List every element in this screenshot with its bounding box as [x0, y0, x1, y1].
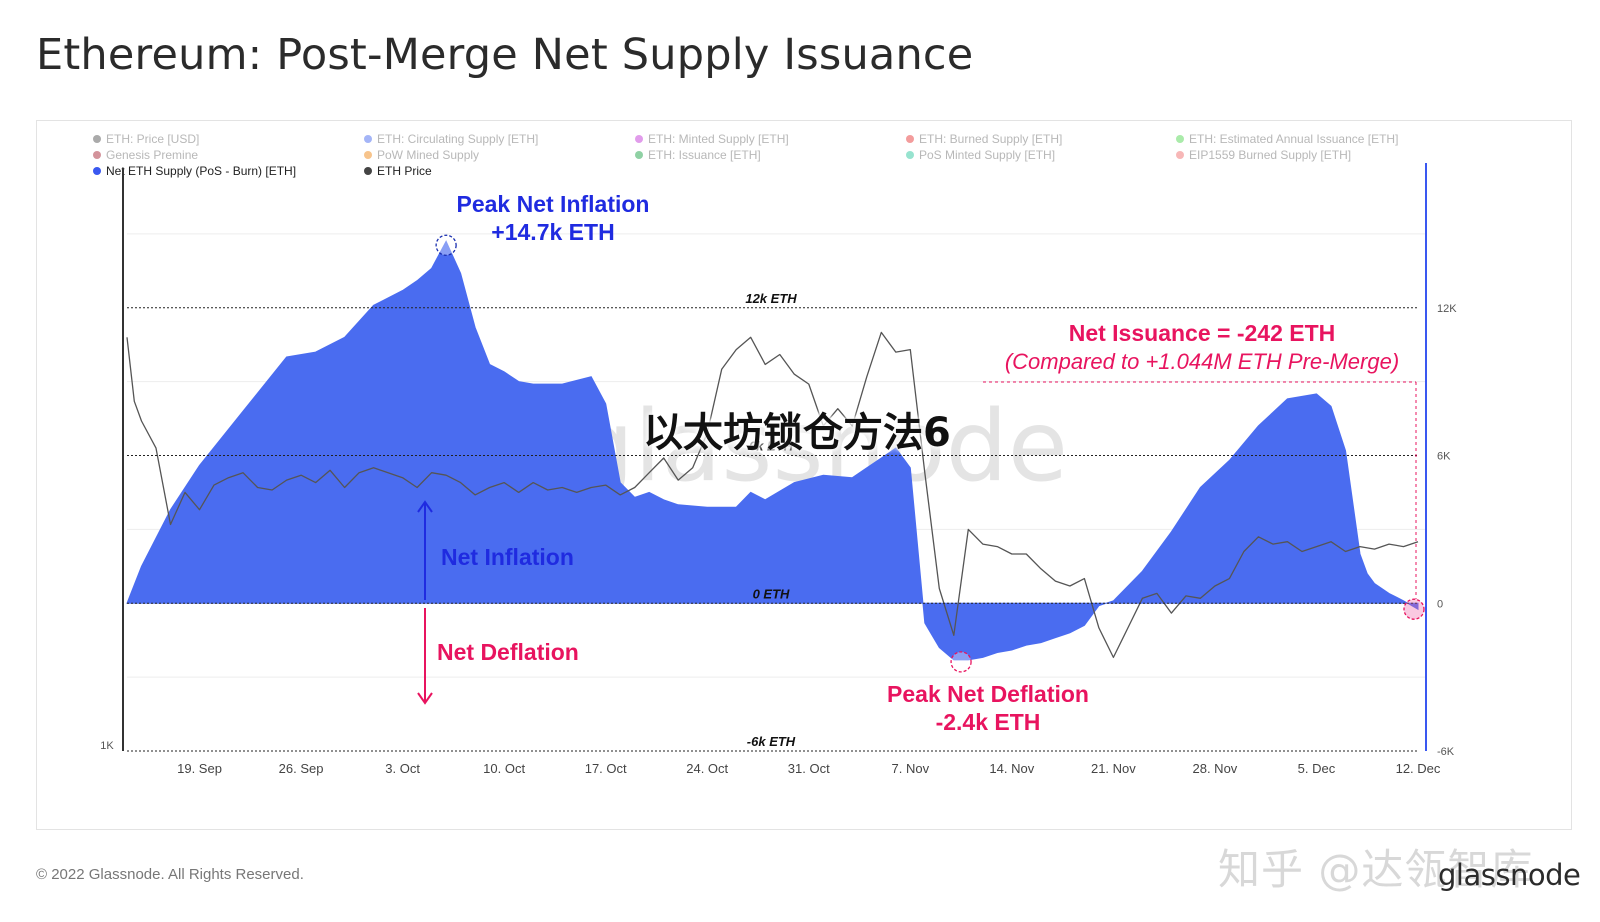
legend-item-label: EIP1559 Burned Supply [ETH]	[1189, 148, 1351, 162]
peak-inflation-title: Peak Net Inflation	[457, 191, 650, 217]
net-supply-area	[126, 240, 1419, 661]
reference-line-label: 12k ETH	[745, 291, 797, 306]
net-inflation-arrowhead	[417, 500, 433, 513]
footer-copyright: © 2022 Glassnode. All Rights Reserved.	[36, 866, 304, 883]
x-axis-tick-label: 31. Oct	[788, 761, 830, 776]
peak-deflation-value: -2.4k ETH	[936, 709, 1041, 735]
reference-line-label: 6k ETH	[749, 439, 794, 454]
legend-item-label: ETH: Estimated Annual Issuance [ETH]	[1189, 132, 1398, 146]
annotations: Peak Net Inflation+14.7k ETH Peak Net Def…	[417, 191, 1425, 735]
legend-marker	[364, 167, 372, 175]
legend-marker	[364, 151, 372, 159]
peak-inflation-marker	[435, 234, 457, 256]
series-layer: 12k ETH 6k ETH 0 ETH -6k ETH	[126, 240, 1419, 752]
legend-marker	[906, 151, 914, 159]
eth-price-line	[126, 331, 1419, 659]
net-issuance-marker	[1403, 598, 1425, 620]
chart-legend: ETH: Price [USD] ETH: Circulating Supply …	[93, 132, 1398, 178]
legend-item-label: Net ETH Supply (PoS - Burn) [ETH]	[106, 164, 296, 178]
pre-merge-comparison-label: (Compared to +1.044M ETH Pre-Merge)	[1005, 349, 1399, 374]
legend-item-label: PoS Minted Supply [ETH]	[919, 148, 1055, 162]
right-axis-tick-label: 6K	[1437, 451, 1451, 463]
legend-item-label: PoW Mined Supply	[377, 148, 479, 162]
page-title: Ethereum: Post-Merge Net Supply Issuance	[36, 30, 974, 80]
legend-item-label: ETH: Circulating Supply [ETH]	[377, 132, 538, 146]
x-axis-tick-label: 14. Nov	[989, 761, 1034, 776]
legend-item-label: ETH Price	[377, 164, 432, 178]
legend-item-label: ETH: Burned Supply [ETH]	[919, 132, 1062, 146]
reference-line-label: -6k ETH	[747, 734, 796, 749]
overlay-caption: 以太坊锁仓方法6	[643, 410, 951, 456]
legend-marker	[906, 135, 914, 143]
legend-marker	[1176, 135, 1184, 143]
legend-marker	[364, 135, 372, 143]
x-axis-tick-label: 12. Dec	[1396, 761, 1441, 776]
legend-item-label: ETH: Price [USD]	[106, 132, 199, 146]
net-deflation-arrowhead	[417, 692, 433, 705]
x-axis-tick-label: 10. Oct	[483, 761, 525, 776]
x-axis-tick-label: 26. Sep	[279, 761, 324, 776]
peak-deflation-title: Peak Net Deflation	[887, 681, 1089, 707]
axes: 1K 12K 6K 0 -6K 19. Sep 26. Sep 3. Oct 10. Oct 17…	[100, 163, 1457, 776]
legend-item-label: Genesis Premine	[106, 148, 198, 162]
x-axis-tick-label: 28. Nov	[1193, 761, 1238, 776]
legend-marker	[635, 151, 643, 159]
glassnode-logo: glassnode	[1438, 858, 1581, 892]
net-deflation-label: Net Deflation	[437, 639, 579, 665]
legend-marker	[1176, 151, 1184, 159]
legend-item-label: ETH: Minted Supply [ETH]	[648, 132, 789, 146]
net-issuance-label: Net Issuance = -242 ETH	[1069, 320, 1336, 346]
x-axis-tick-label: 7. Nov	[892, 761, 930, 776]
x-axis-tick-label: 21. Nov	[1091, 761, 1136, 776]
left-axis-tick-label: 1K	[100, 740, 114, 752]
legend-item-label: ETH: Issuance [ETH]	[648, 148, 761, 162]
legend-marker	[93, 167, 101, 175]
right-axis-tick-label: 0	[1437, 598, 1443, 610]
legend-marker	[93, 135, 101, 143]
x-axis-tick-label: 17. Oct	[585, 761, 627, 776]
x-axis-tick-label: 19. Sep	[177, 761, 222, 776]
right-axis-tick-label: -6K	[1437, 746, 1455, 758]
peak-deflation-marker	[950, 651, 972, 673]
x-axis-tick-label: 5. Dec	[1298, 761, 1336, 776]
x-axis-tick-label: 24. Oct	[686, 761, 728, 776]
legend-marker	[93, 151, 101, 159]
x-axis-tick-label: 3. Oct	[385, 761, 420, 776]
reference-line-label: 0 ETH	[753, 586, 790, 601]
peak-inflation-value: +14.7k ETH	[491, 219, 614, 245]
legend-marker	[635, 135, 643, 143]
net-inflation-label: Net Inflation	[441, 544, 574, 570]
zhihu-watermark: 知乎 @达瓴智库	[1218, 845, 1534, 894]
right-axis-tick-label: 12K	[1437, 303, 1457, 315]
